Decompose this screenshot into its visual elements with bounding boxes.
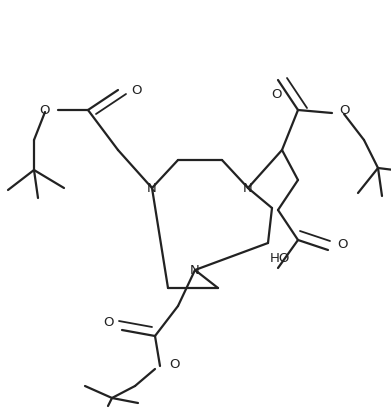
Text: O: O (337, 237, 347, 251)
Text: O: O (271, 87, 281, 100)
Text: N: N (147, 182, 157, 195)
Text: O: O (169, 357, 179, 370)
Text: HO: HO (270, 251, 290, 264)
Text: O: O (131, 84, 141, 97)
Text: O: O (103, 315, 113, 328)
Text: N: N (243, 182, 253, 195)
Text: N: N (190, 264, 200, 277)
Text: O: O (39, 104, 49, 117)
Text: O: O (340, 104, 350, 118)
